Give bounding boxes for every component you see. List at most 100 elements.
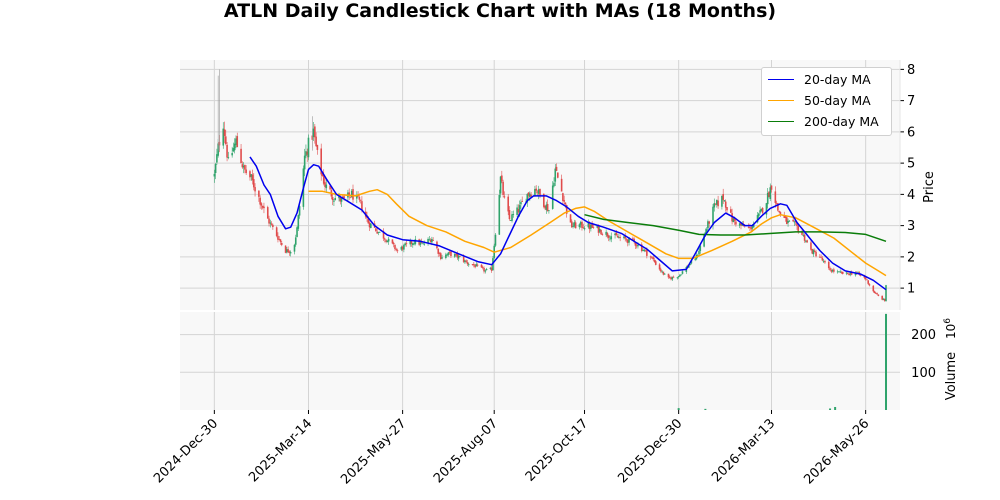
candle-body: [723, 200, 726, 202]
candle-body: [356, 195, 358, 199]
candle-body: [775, 202, 778, 204]
candle-body: [375, 228, 377, 232]
candle-body: [768, 191, 770, 198]
candle-body: [721, 195, 723, 207]
candle-body: [480, 264, 483, 268]
x-tick-label: 2026-Mar-13: [709, 416, 778, 485]
candle-body: [868, 284, 871, 286]
candle-body: [812, 250, 815, 255]
candle-body: [598, 228, 601, 232]
candle-body: [484, 270, 487, 272]
candle-body: [872, 285, 875, 292]
candle-body: [277, 235, 279, 240]
candle-body: [668, 276, 671, 278]
candle-body: [644, 249, 647, 251]
candle-body: [820, 256, 822, 258]
candle-body: [735, 221, 737, 225]
candle-body: [740, 222, 742, 226]
candle-body: [609, 238, 611, 240]
volume-tick-label: 100: [911, 366, 936, 381]
candle-body: [821, 258, 824, 261]
candle-body: [260, 203, 263, 206]
candle-body: [447, 252, 450, 255]
candle-body: [278, 238, 281, 240]
candle-body: [359, 199, 362, 201]
x-tick-label: 2025-Dec-30: [615, 416, 685, 486]
x-tick-label: 2024-Dec-30: [151, 416, 221, 486]
candle-body: [270, 223, 273, 225]
candle-body: [703, 235, 705, 247]
candle-body: [845, 272, 848, 274]
candle-body: [422, 242, 424, 244]
price-axis-label: Price: [922, 171, 937, 203]
price-tick-label: 7: [907, 94, 915, 109]
candle-body: [590, 224, 592, 229]
x-tick-label: 2025-Mar-14: [246, 416, 315, 485]
candle-body: [839, 271, 842, 273]
candle-body: [297, 215, 300, 229]
candle-body: [275, 227, 278, 236]
x-tick-label: 2025-Oct-17: [523, 416, 591, 484]
candle-body: [485, 269, 488, 271]
candle-body: [642, 250, 644, 251]
candle-body: [391, 239, 394, 244]
candle-body: [251, 174, 254, 181]
candle-body: [787, 220, 789, 223]
legend-item-ma200: 200-day MA: [768, 112, 879, 130]
candle-body: [551, 185, 554, 209]
candle-body: [367, 219, 370, 224]
candle-body: [322, 174, 325, 184]
candle-body: [660, 269, 662, 272]
candle-body: [455, 253, 457, 255]
candle-body: [778, 211, 780, 213]
candle-body: [651, 257, 653, 259]
candle-body: [526, 193, 529, 203]
legend-label-ma200: 200-day MA: [804, 113, 879, 129]
candle-body: [811, 248, 814, 254]
candle-body: [392, 242, 395, 245]
candle-body: [413, 243, 415, 245]
candle-body: [350, 190, 353, 198]
candle-body: [643, 249, 646, 252]
candle-body: [314, 126, 316, 138]
candle-body: [587, 223, 590, 228]
candle-body: [548, 210, 550, 212]
candle-body: [833, 269, 835, 272]
candle-body: [439, 253, 442, 260]
candle-body: [770, 185, 773, 190]
candle-body: [760, 208, 763, 212]
candle-body: [563, 200, 565, 202]
candle-body: [777, 203, 779, 211]
candle-body: [588, 224, 591, 230]
price-tick-label: 6: [907, 125, 915, 140]
candle-body: [632, 238, 634, 240]
candle-body: [751, 226, 754, 229]
candle-body: [321, 172, 324, 176]
x-tick-label: 2025-May-27: [338, 416, 409, 487]
candle-body: [429, 239, 432, 243]
candle-body: [667, 273, 670, 278]
candle-body: [662, 271, 665, 275]
candle-body: [654, 261, 657, 265]
candle-body: [427, 238, 429, 244]
candle-body: [445, 254, 447, 259]
candle-body: [885, 285, 887, 302]
candle-body: [732, 218, 735, 223]
volume-panel: [180, 312, 900, 410]
candle-body: [534, 189, 536, 196]
candle-body: [626, 239, 629, 243]
candle-body: [670, 277, 672, 280]
candle-body: [438, 253, 441, 254]
candle-body: [704, 232, 707, 235]
candle-body: [315, 136, 317, 147]
candle-body: [266, 207, 269, 219]
candle-body: [446, 254, 448, 256]
candle-body: [333, 200, 335, 202]
candle-body: [483, 267, 485, 272]
candle-body: [741, 223, 744, 226]
candle-body: [338, 196, 340, 199]
candle-body: [464, 260, 466, 263]
candle-body: [653, 260, 656, 262]
candle-body: [316, 144, 319, 150]
